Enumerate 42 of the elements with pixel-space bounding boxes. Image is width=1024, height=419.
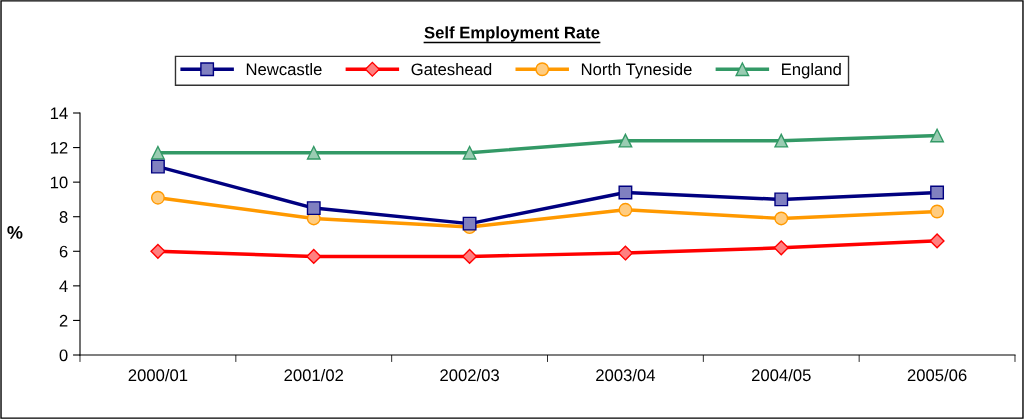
x-tick-label: 2005/06 bbox=[907, 368, 967, 382]
point bbox=[774, 211, 789, 226]
x-tick-label: 2001/02 bbox=[284, 368, 344, 382]
point bbox=[150, 243, 166, 259]
legend-label: England bbox=[782, 63, 841, 79]
point bbox=[930, 204, 945, 219]
point bbox=[306, 145, 321, 160]
x-tick-label: 2004/05 bbox=[751, 368, 811, 382]
point bbox=[774, 133, 789, 148]
legend-label: North Tyneside bbox=[581, 63, 692, 79]
point bbox=[150, 190, 165, 205]
x-tick-label: 2002/03 bbox=[440, 368, 499, 382]
point bbox=[930, 128, 945, 143]
point bbox=[929, 233, 945, 249]
point bbox=[462, 216, 477, 231]
y-tick-label: 8 bbox=[59, 211, 68, 223]
chart-title: Self Employment Rate bbox=[424, 26, 600, 42]
point bbox=[774, 192, 789, 207]
point bbox=[306, 248, 322, 265]
point bbox=[618, 185, 633, 200]
point bbox=[930, 185, 945, 200]
y-axis-title: % bbox=[7, 226, 23, 239]
point bbox=[150, 145, 165, 160]
point bbox=[306, 201, 321, 216]
y-tick-label: 4 bbox=[59, 280, 68, 292]
point bbox=[462, 145, 477, 160]
point bbox=[773, 240, 789, 256]
legend-label: Newcastle bbox=[246, 63, 322, 76]
x-tick-label: 2000/01 bbox=[128, 368, 188, 382]
legend-label: Gateshead bbox=[411, 63, 492, 76]
y-tick-label: 0 bbox=[59, 349, 68, 362]
y-tick-label: 6 bbox=[59, 245, 68, 258]
point bbox=[150, 159, 165, 174]
point bbox=[618, 202, 633, 217]
y-tick-label: 10 bbox=[50, 176, 68, 189]
x-tick-label: 2003/04 bbox=[596, 368, 656, 382]
point bbox=[617, 245, 633, 261]
point bbox=[462, 248, 478, 265]
y-tick-label: 2 bbox=[59, 314, 68, 327]
y-tick-label: 14 bbox=[50, 107, 68, 120]
y-tick-label: 12 bbox=[50, 141, 68, 154]
point bbox=[618, 133, 633, 148]
